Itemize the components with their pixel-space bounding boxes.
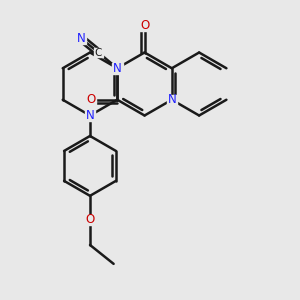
Text: C: C [95, 47, 102, 58]
Bar [76, 33, 86, 44]
Bar [112, 63, 122, 74]
Text: O: O [86, 93, 95, 106]
Text: N: N [85, 109, 94, 122]
Bar [85, 214, 95, 225]
Text: N: N [167, 93, 176, 106]
Bar [139, 20, 150, 31]
Text: O: O [140, 19, 149, 32]
Bar [167, 94, 177, 105]
Text: N: N [113, 62, 122, 75]
Bar [85, 110, 95, 121]
Text: N: N [77, 32, 85, 45]
Text: O: O [85, 213, 94, 226]
Bar [94, 48, 103, 57]
Bar [85, 94, 96, 105]
